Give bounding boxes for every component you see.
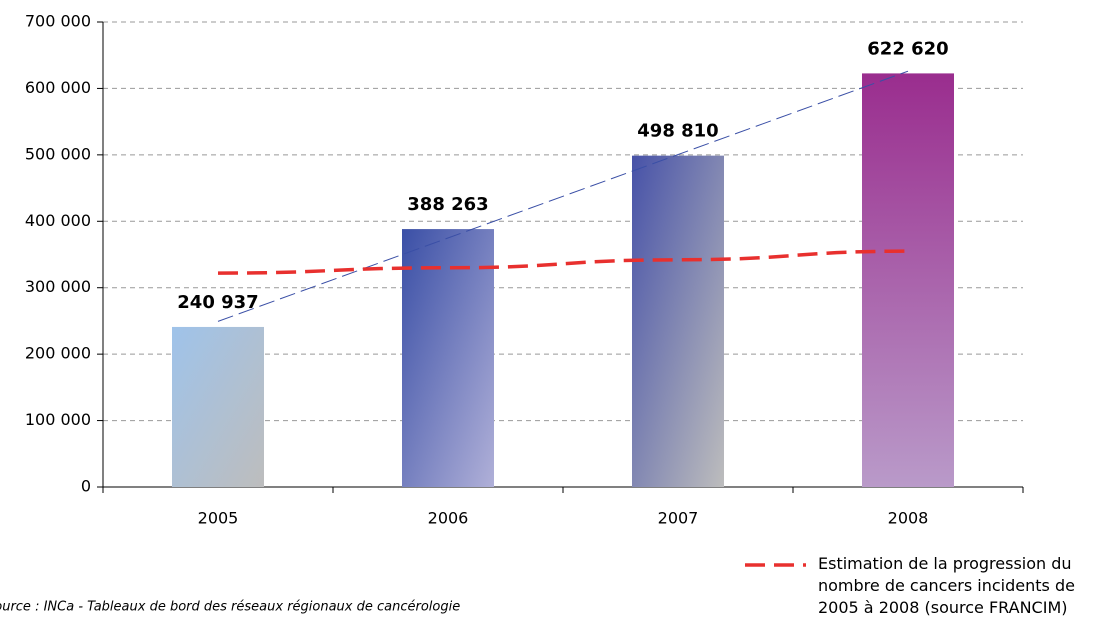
bar <box>632 155 724 487</box>
y-tick-label: 200 000 <box>25 344 91 363</box>
y-tick-label: 400 000 <box>25 211 91 230</box>
line <box>217 249 909 275</box>
y-tick-label: 0 <box>81 477 91 496</box>
value-label: 388 263 <box>407 194 488 215</box>
value-label: 622 620 <box>867 38 948 59</box>
value-label: 498 810 <box>637 121 718 142</box>
source-note: Source : INCa - Tableaux de bord des rés… <box>0 600 460 615</box>
x-tick-label: 2008 <box>888 509 929 528</box>
trendline <box>217 70 909 322</box>
y-tick-label: 700 000 <box>25 12 91 31</box>
y-tick-label: 500 000 <box>25 144 91 163</box>
x-tick-label: 2005 <box>198 509 239 528</box>
y-tick-label: 600 000 <box>25 78 91 97</box>
y-tick-label: 300 000 <box>25 277 91 296</box>
value-label: 240 937 <box>177 292 258 313</box>
bar <box>402 229 494 487</box>
legend-label: Estimation de la progression du nombre d… <box>818 554 1075 617</box>
bar <box>172 326 264 487</box>
y-tick-label: 100 000 <box>25 410 91 429</box>
bar <box>862 73 954 487</box>
x-tick-label: 2006 <box>428 509 469 528</box>
x-tick-label: 2007 <box>658 509 699 528</box>
